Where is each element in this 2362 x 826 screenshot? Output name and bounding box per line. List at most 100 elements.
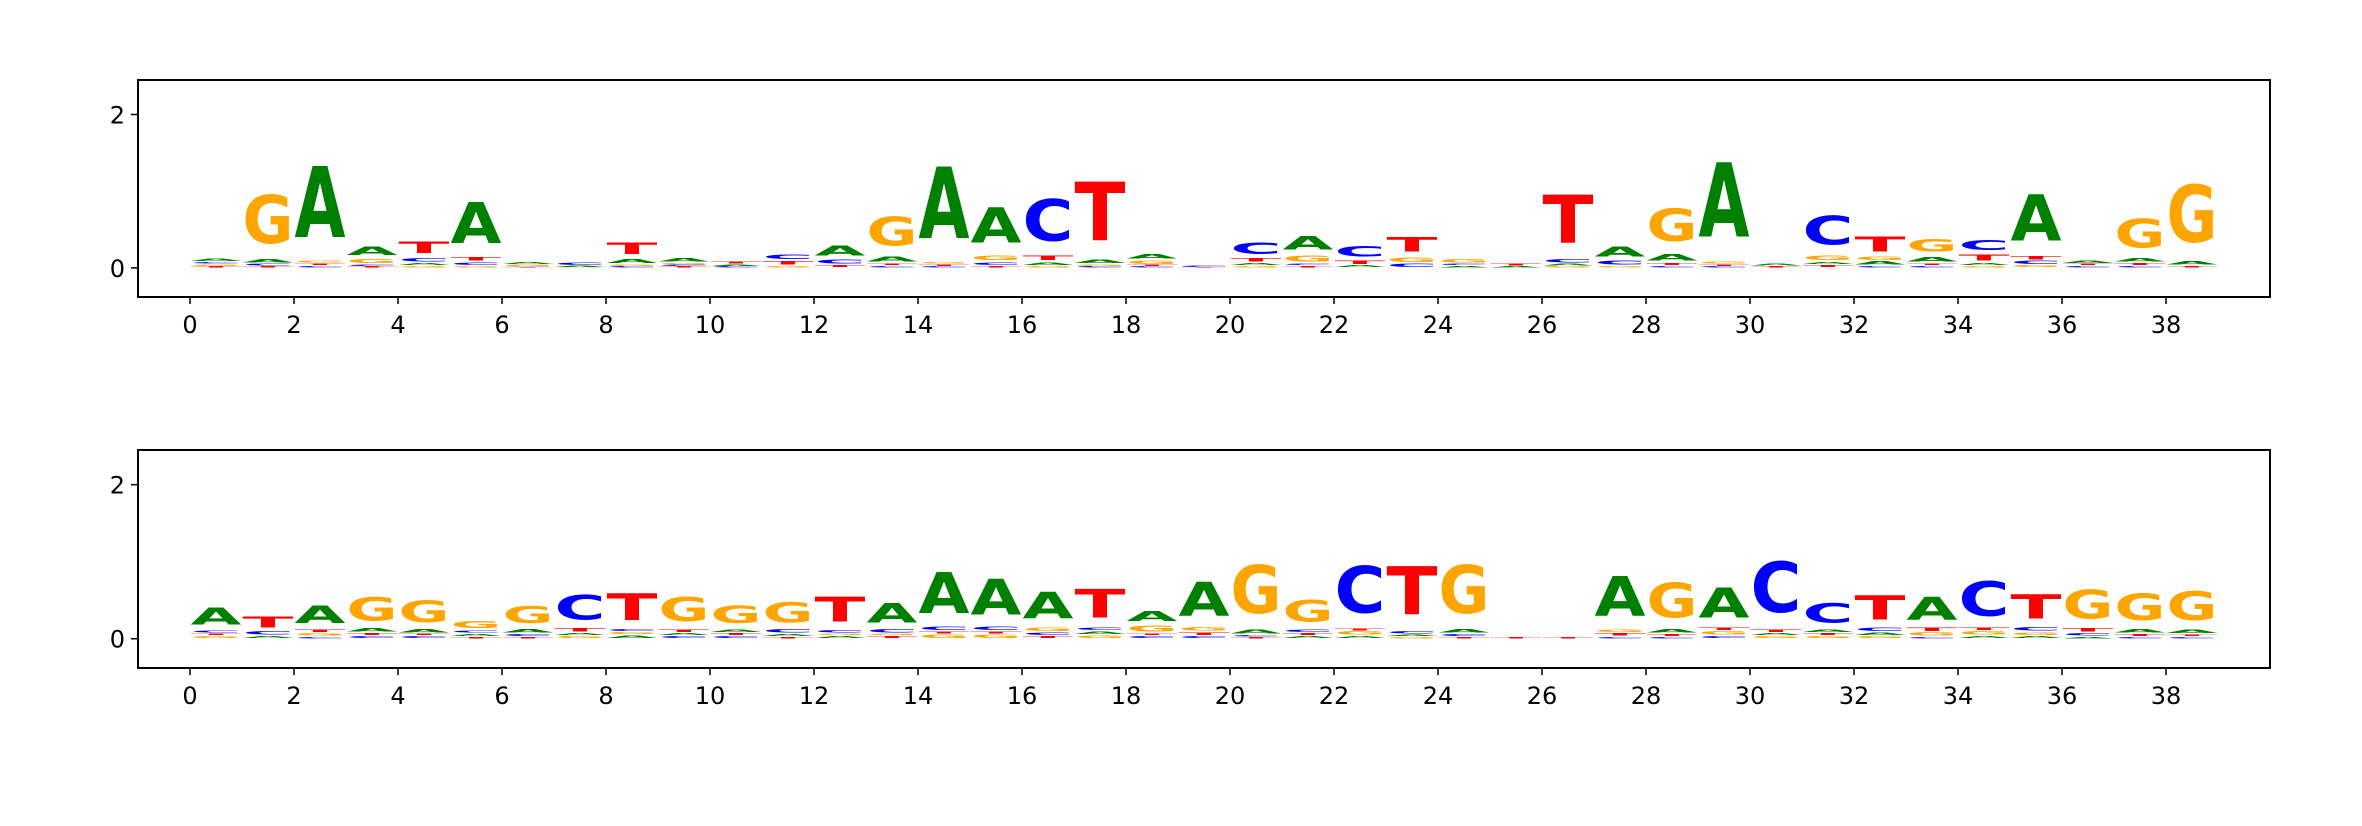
logo-letter-G: G: [451, 619, 502, 630]
logo-letter-A: A: [607, 635, 658, 639]
logo-letter-A: A: [1751, 633, 1802, 636]
logo-letter-G: G: [659, 263, 710, 265]
logo-letter-C: C: [815, 259, 866, 265]
logo-letter-C: C: [295, 636, 346, 638]
logo-letter-T: T: [1907, 627, 1958, 632]
logo-letter-A: A: [1127, 609, 1178, 624]
x-tick-label: 34: [1943, 311, 1974, 339]
logo-letter-C: C: [1959, 238, 2010, 253]
logo-letter-G: G: [1907, 236, 1958, 256]
logo-letter-C: C: [1439, 633, 1490, 636]
logo-letter-T: T: [1127, 633, 1178, 635]
logo-letter-T: T: [347, 633, 398, 636]
logo-letter-G: G: [1127, 260, 1178, 265]
logo-letter-T: T: [1543, 637, 1594, 639]
logo-position-30: TA: [1751, 263, 1802, 268]
logo-letter-A: A: [503, 629, 554, 634]
logo-letter-A: A: [243, 259, 294, 264]
logo-letter-G: G: [1127, 624, 1178, 633]
logo-letter-A: A: [815, 636, 866, 639]
axes-frame: [137, 449, 2271, 669]
logo-letter-A: A: [2167, 630, 2218, 635]
logo-letter-G: G: [1075, 264, 1126, 266]
logo-letter-A: A: [867, 598, 918, 629]
logo-letter-C: C: [1699, 636, 1750, 639]
x-tick-label: 32: [1839, 682, 1870, 710]
logo-letter-G: G: [1751, 636, 1802, 639]
logo-letter-A: A: [1907, 591, 1958, 627]
logo-letter-A: A: [399, 629, 450, 634]
x-tick-label: 22: [1319, 311, 1350, 339]
logo-position-10: CAT: [711, 261, 762, 268]
logo-panel-bottom: GTCAACTCGTACTAGCTAGTACGTCAGGATCAGCTCATGC…: [110, 449, 2271, 710]
x-tick-label: 36: [2047, 311, 2078, 339]
x-tick-label: 14: [903, 311, 934, 339]
logo-position-25: AT: [1491, 263, 1542, 268]
logo-letter-C: C: [1231, 635, 1282, 637]
logo-letter-C: C: [919, 266, 970, 268]
logo-letter-C: C: [399, 636, 450, 639]
logo-letter-T: T: [1335, 260, 1386, 265]
logo-letter-T: T: [711, 261, 762, 264]
logo-letter-T: T: [451, 636, 502, 638]
logo-letter-C: C: [659, 265, 710, 267]
logo-letter-C: C: [1855, 627, 1906, 632]
logo-letter-T: T: [1387, 233, 1438, 256]
logo-letters: GTCAACTCGTACTAGCTAGTACGTCAGGATCAGCTCATGC…: [191, 549, 2218, 639]
logo-letter-G: G: [1075, 635, 1126, 639]
logo-letter-G: G: [1595, 266, 1646, 268]
logo-letter-C: C: [1075, 266, 1126, 268]
axes-frame: [137, 79, 2271, 298]
logo-letter-G: G: [295, 633, 346, 637]
logo-letter-T: T: [2011, 588, 2063, 627]
logo-letter-G: G: [1387, 636, 1438, 638]
logo-letter-T: T: [1283, 266, 1334, 268]
logo-letter-C: C: [607, 629, 658, 632]
logo-letter-G: G: [763, 266, 814, 268]
logo-letter-T: T: [971, 631, 1022, 634]
x-tick-label: 24: [1423, 311, 1454, 339]
logo-letter-C: C: [867, 629, 918, 634]
logo-position-7: GAC: [555, 262, 606, 268]
logo-letter-G: G: [1023, 266, 1074, 268]
logo-letter-A: A: [1699, 579, 1751, 627]
logo-letter-T: T: [2167, 266, 2218, 268]
x-tick-label: 36: [2047, 682, 2078, 710]
logo-letter-C: C: [2011, 626, 2062, 631]
logo-letter-T: T: [1595, 633, 1646, 637]
x-tick-label: 10: [695, 682, 726, 710]
logo-letter-C: C: [503, 633, 554, 636]
logo-letter-T: T: [1387, 554, 1438, 631]
logo-letter-C: C: [347, 636, 398, 639]
x-tick-label: 16: [1007, 682, 1038, 710]
x-tick-label: 32: [1839, 311, 1870, 339]
logo-letter-T: T: [1491, 263, 1542, 266]
logo-letter-C: C: [1023, 632, 1074, 636]
x-tick-label: 16: [1007, 311, 1038, 339]
logo-letter-A: A: [1959, 263, 2010, 266]
logo-letter-A: A: [1335, 265, 1386, 268]
logo-letter-T: T: [763, 260, 814, 265]
logo-letter-C: C: [191, 630, 242, 633]
logo-letter-C: C: [1959, 573, 2010, 628]
logo-letter-A: A: [399, 263, 450, 266]
logo-letter-A: A: [191, 603, 242, 630]
logo-letter-A: A: [1127, 253, 1178, 261]
